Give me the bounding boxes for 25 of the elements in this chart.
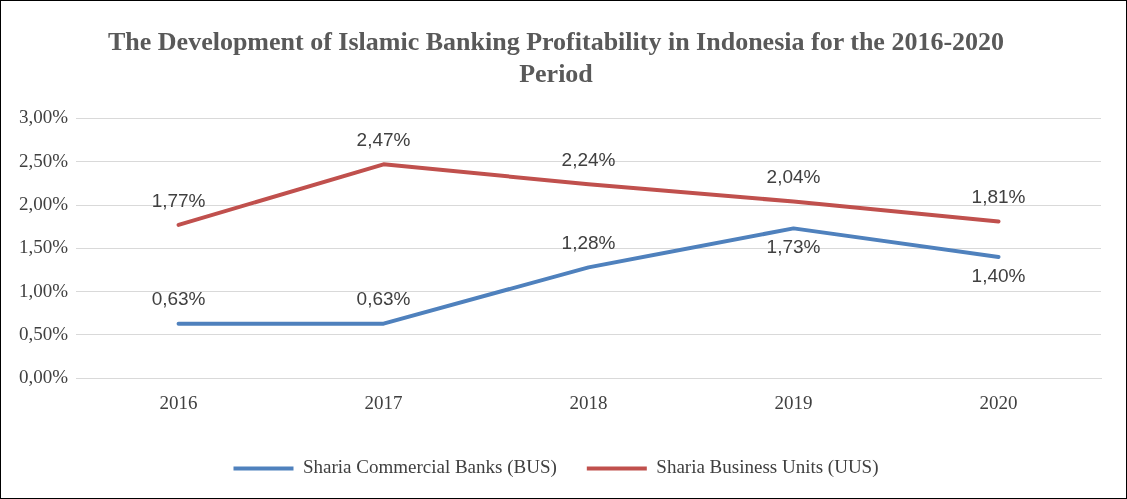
x-tick-label: 2019 (774, 391, 813, 413)
data-label: 2,47% (356, 129, 411, 151)
y-tick-label: 3,00% (19, 106, 69, 128)
data-label: 1,73% (766, 236, 821, 258)
data-label: 2,24% (561, 148, 616, 170)
legend-label: Sharia Business Units (UUS) (656, 456, 879, 479)
y-tick-label: 0,50% (19, 322, 69, 344)
y-tick-label: 2,50% (19, 149, 69, 171)
y-tick-label: 0,00% (19, 366, 69, 388)
data-label: 1,77% (151, 189, 206, 211)
x-tick-label: 2020 (979, 391, 1018, 413)
data-label: 1,28% (561, 232, 616, 254)
y-tick-label: 1,50% (19, 236, 69, 258)
x-tick-label: 2016 (159, 391, 198, 413)
data-label: 0,63% (151, 288, 206, 310)
legend-label: Sharia Commercial Banks (BUS) (302, 456, 557, 479)
chart-title: The Development of Islamic Banking Profitability in Indonesia for the 2016-2020 Period (107, 27, 1005, 88)
x-tick-label: 2018 (569, 391, 608, 413)
data-label: 1,81% (971, 186, 1026, 208)
x-tick-label: 2017 (364, 391, 403, 413)
data-label: 2,04% (766, 166, 821, 188)
y-tick-label: 2,00% (19, 192, 69, 214)
y-tick-label: 1,00% (19, 279, 69, 301)
data-label: 1,40% (971, 264, 1026, 286)
data-label: 0,63% (356, 288, 411, 310)
